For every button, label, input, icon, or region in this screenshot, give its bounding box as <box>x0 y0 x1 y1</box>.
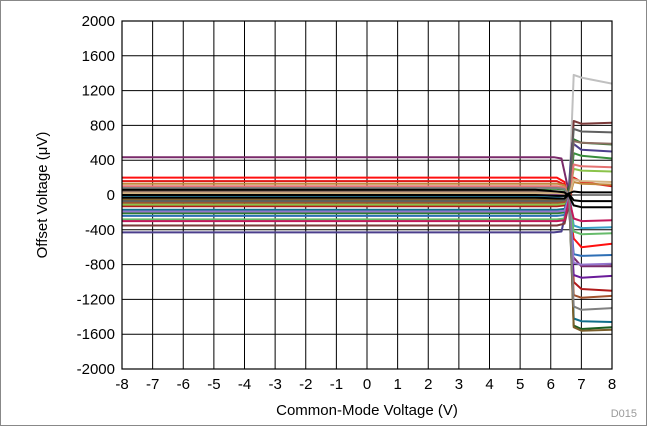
plot-area <box>121 20 613 370</box>
y-tick-label: 1200 <box>82 83 115 100</box>
y-tick-label: -800 <box>85 257 115 274</box>
x-tick-label: -1 <box>330 376 343 393</box>
x-tick-label: 7 <box>577 376 585 393</box>
x-tick-labels: -8 -7 -6 -5 -4 -3 -2 -1 0 1 2 3 4 5 6 7 8 <box>115 376 616 393</box>
series-line <box>122 193 612 203</box>
y-tick-label: 1600 <box>82 48 115 65</box>
y-tick-label: -1600 <box>77 326 115 343</box>
x-tick-label: 6 <box>547 376 555 393</box>
series-line <box>122 156 612 268</box>
y-axis-title: Offset Voltage (μV) <box>34 132 51 259</box>
y-tick-label: 400 <box>90 152 115 169</box>
x-tick-label: 5 <box>516 376 524 393</box>
x-tick-label: 0 <box>363 376 371 393</box>
x-tick-label: -6 <box>177 376 190 393</box>
x-tick-label: -7 <box>146 376 159 393</box>
y-tick-label: -2000 <box>77 361 115 378</box>
x-tick-label: -8 <box>115 376 128 393</box>
x-tick-label: 1 <box>393 376 401 393</box>
x-tick-label: -3 <box>268 376 281 393</box>
y-tick-label: 2000 <box>82 13 115 30</box>
x-tick-label: -4 <box>238 376 251 393</box>
x-tick-label: -2 <box>299 376 312 393</box>
series-group <box>122 73 612 332</box>
x-tick-label: -5 <box>207 376 220 393</box>
y-tick-label: 0 <box>107 187 115 204</box>
y-tick-label: -1200 <box>77 291 115 308</box>
y-tick-label: 800 <box>90 117 115 134</box>
x-axis-title: Common-Mode Voltage (V) <box>276 402 458 419</box>
x-tick-label: 8 <box>608 376 616 393</box>
series-line <box>122 190 612 197</box>
x-tick-label: 4 <box>485 376 493 393</box>
y-tick-label: -400 <box>85 222 115 239</box>
x-tick-label: 2 <box>424 376 432 393</box>
x-tick-label: 3 <box>455 376 463 393</box>
y-tick-labels: 2000 1600 1200 800 400 0 -400 -800 -1200 -1600 -20… <box>77 13 115 378</box>
figure-code: D015 <box>611 408 637 420</box>
